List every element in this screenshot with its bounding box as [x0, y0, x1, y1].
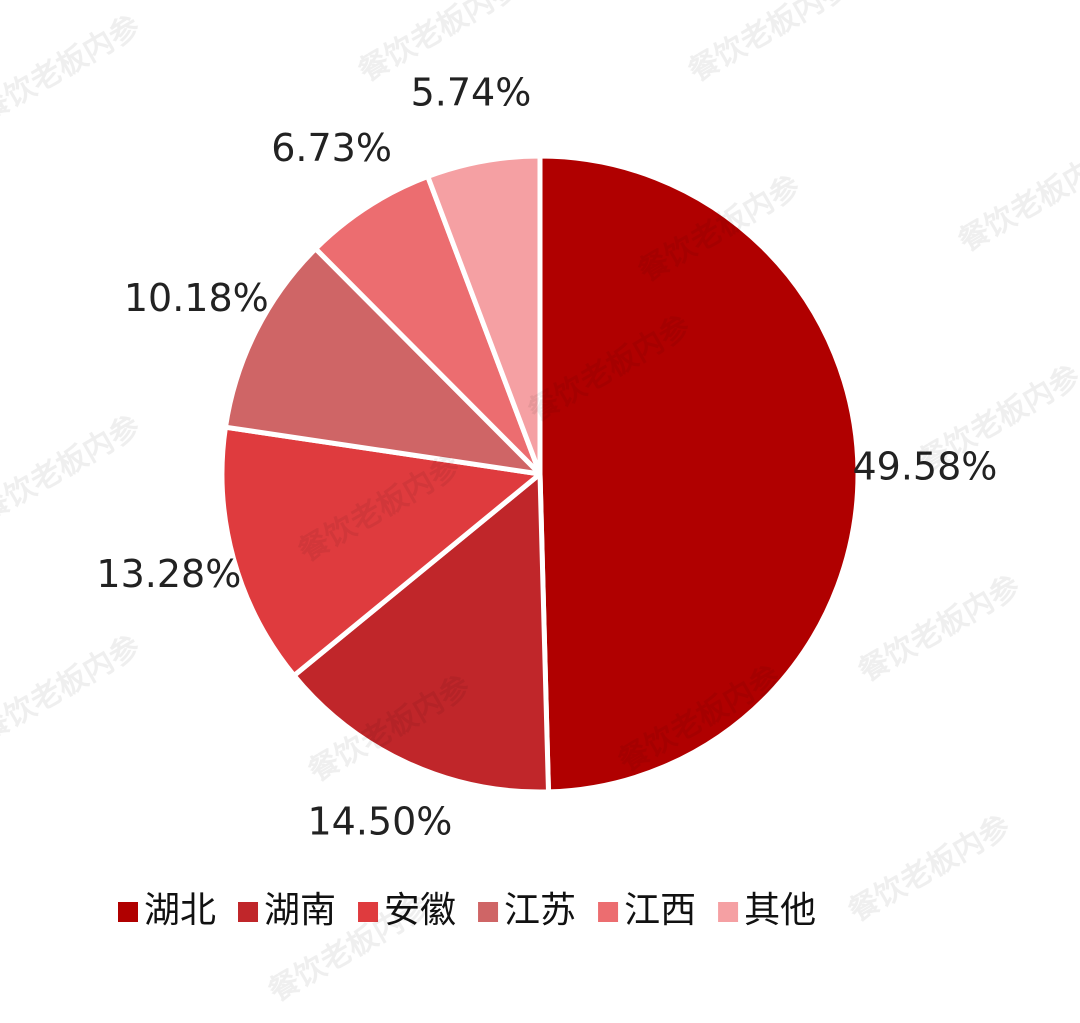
pie-slice [313, 173, 543, 477]
legend-label: 安徽 [384, 890, 456, 931]
legend-label: 其他 [744, 890, 816, 931]
pie-slice [219, 424, 543, 679]
watermark: 餐饮老板内参 [843, 809, 1016, 929]
legend-swatch [118, 902, 138, 922]
legend-label: 江西 [624, 890, 696, 931]
data-label: 10.18% [124, 276, 269, 320]
legend-swatch [478, 902, 499, 922]
watermark: 餐饮老板内参 [853, 569, 1026, 689]
data-label: 49.58% [853, 444, 998, 488]
pie-slice [222, 246, 543, 477]
pie-slice [425, 153, 543, 477]
legend-swatch [238, 902, 259, 922]
pie-slice [537, 153, 861, 795]
watermark: 餐饮老板内参 [683, 0, 856, 89]
pie-slice [291, 471, 551, 795]
watermark: 餐饮老板内参 [0, 409, 146, 529]
watermark: 餐饮老板内参 [0, 9, 146, 129]
data-label: 13.28% [96, 552, 241, 596]
watermark: 餐饮老板内参 [953, 139, 1080, 259]
legend-label: 江苏 [504, 890, 576, 931]
legend-label: 湖北 [144, 890, 216, 931]
legend-swatch [358, 902, 379, 922]
data-label: 5.74% [411, 71, 532, 115]
legend-label: 湖南 [264, 890, 336, 931]
legend-swatch [718, 902, 739, 922]
watermark: 餐饮老板内参 [0, 629, 146, 749]
data-label: 14.50% [307, 800, 452, 844]
legend-swatch [598, 902, 619, 922]
data-label: 6.73% [271, 126, 392, 170]
